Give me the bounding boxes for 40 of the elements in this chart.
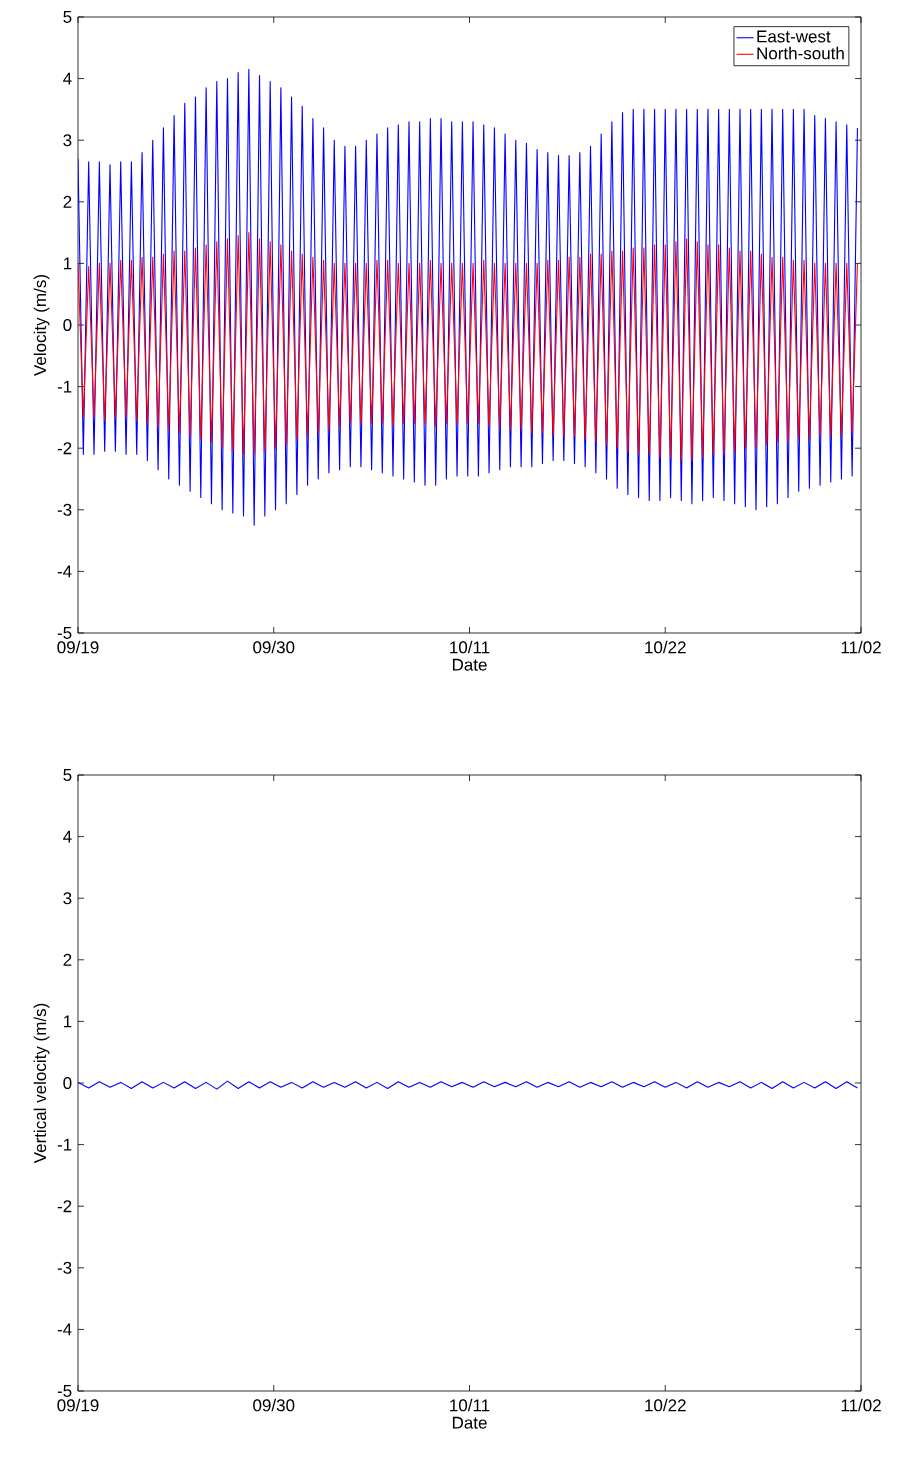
x-tick-label: 09/30 — [253, 640, 295, 654]
x-tick-label: 09/30 — [253, 1398, 295, 1412]
line-series — [78, 232, 858, 462]
y-tick-label: 4 — [63, 72, 72, 85]
y-tick-label: 0 — [63, 1076, 72, 1090]
x-tick-label: 10/11 — [450, 1398, 490, 1412]
y-axis-title: Velocity (m/s) — [33, 275, 50, 376]
x-tick-label: 10/22 — [645, 640, 686, 654]
legend-label: East-west — [757, 30, 831, 43]
y-tick-label: -2 — [57, 1200, 72, 1213]
line-series — [78, 1080, 858, 1090]
x-axis-title: Date — [452, 1416, 487, 1429]
x-tick-label: 10/22 — [645, 1398, 686, 1412]
y-tick-label: 5 — [63, 11, 72, 23]
y-tick-label: 3 — [63, 134, 72, 147]
y-tick-label: -3 — [57, 503, 72, 516]
x-tick-label: 09/19 — [57, 1398, 99, 1412]
y-tick-label: -1 — [57, 380, 72, 393]
y-tick-label: 5 — [63, 769, 72, 781]
y-tick-label: 0 — [63, 318, 72, 332]
y-tick-label: -5 — [57, 627, 72, 639]
y-tick-label: -4 — [57, 565, 72, 578]
y-tick-label: 1 — [63, 1015, 72, 1028]
y-tick-label: -2 — [57, 442, 72, 455]
legend-label: North-south — [757, 46, 844, 60]
y-tick-label: 1 — [63, 257, 72, 270]
x-axis-title: Date — [452, 658, 487, 671]
x-tick-label: 10/11 — [450, 640, 490, 654]
y-axis-title: Vertical velocity (m/s) — [33, 1003, 50, 1164]
y-tick-label: 2 — [63, 953, 72, 966]
y-tick-label: 2 — [63, 195, 72, 208]
y-tick-label: -3 — [57, 1261, 72, 1274]
y-tick-label: 3 — [63, 892, 72, 905]
y-tick-label: 4 — [63, 830, 72, 843]
x-tick-label: 09/19 — [57, 640, 99, 654]
x-tick-label: 11/02 — [841, 640, 881, 654]
y-tick-label: -1 — [57, 1138, 72, 1151]
x-tick-label: 11/02 — [841, 1398, 881, 1412]
y-tick-label: -5 — [57, 1385, 72, 1397]
y-tick-label: -4 — [57, 1323, 72, 1336]
